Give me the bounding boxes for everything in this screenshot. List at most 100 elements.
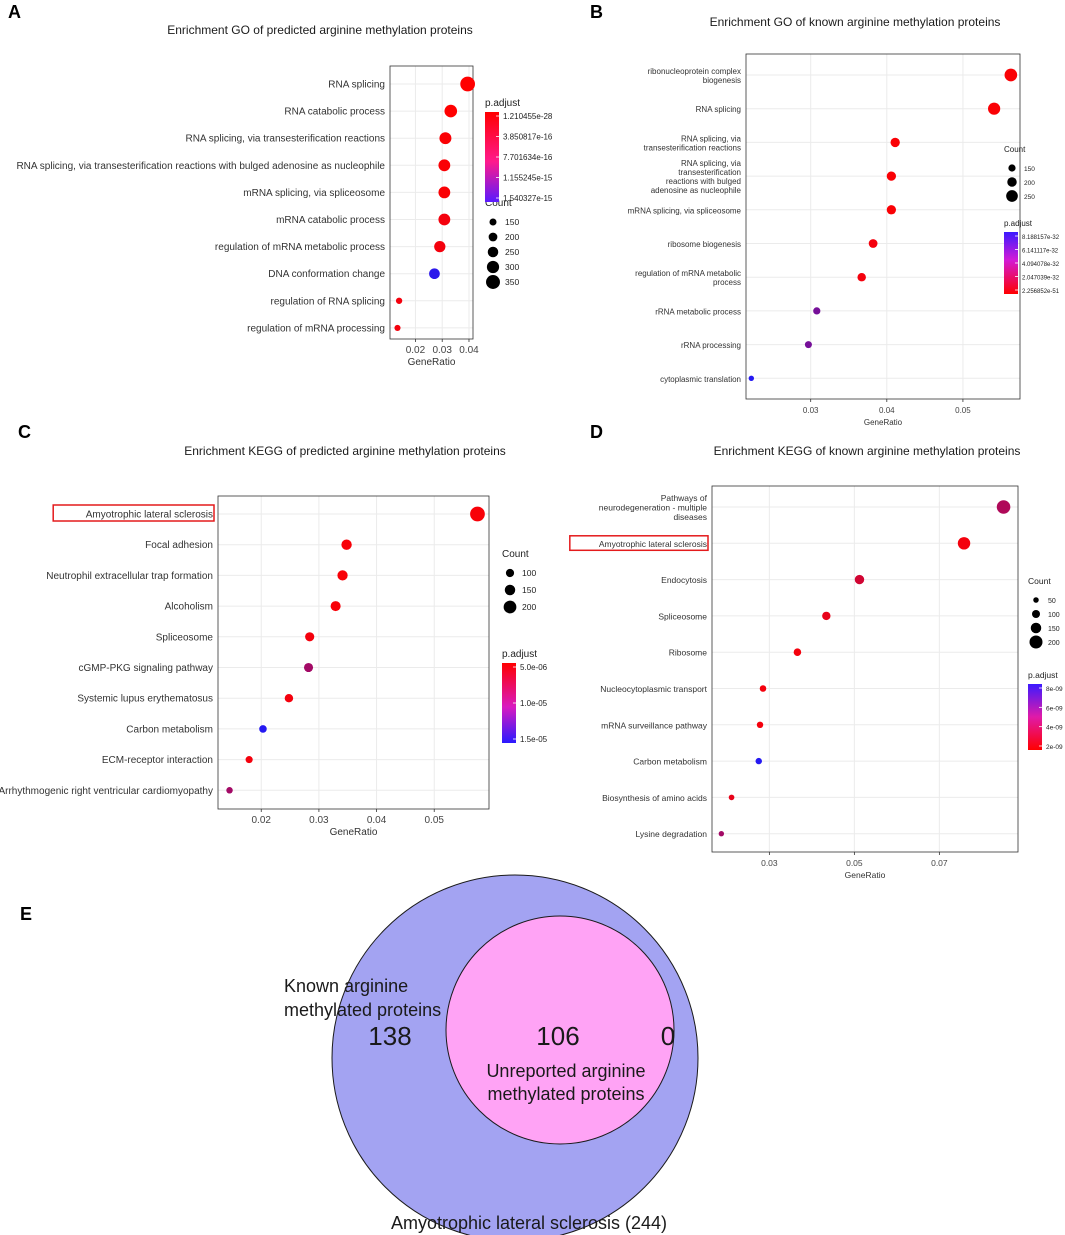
chart-title: Enrichment GO of known arginine methylat…	[710, 15, 1001, 29]
x-tick-label: 0.04	[459, 345, 479, 356]
size-legend-title: Count	[502, 549, 529, 560]
category-label: RNA splicing, via transesterification re…	[185, 134, 385, 145]
size-legend-label: 200	[1024, 180, 1035, 187]
color-legend-label: 7.701634e-16	[503, 153, 553, 162]
data-point	[857, 272, 866, 282]
venn-inner-label-line-2: methylated proteins	[487, 1084, 644, 1104]
data-point	[756, 721, 764, 729]
plot-frame	[389, 65, 474, 340]
x-axis-label: GeneRatio	[330, 827, 378, 838]
data-point	[886, 171, 897, 181]
data-point	[813, 307, 821, 315]
size-legend-label: 100	[1048, 612, 1060, 619]
color-legend-label: 1.540327e-15	[503, 194, 553, 203]
color-legend-label: 6.141117e-32	[1022, 249, 1059, 255]
category-label: reactions with bulged	[666, 177, 741, 186]
data-point	[438, 186, 451, 199]
category-label: Systemic lupus erythematosus	[77, 694, 213, 705]
data-point	[868, 239, 878, 248]
x-tick-label: 0.03	[803, 406, 819, 415]
size-legend-dot	[487, 246, 499, 258]
category-label: ribonucleoprotein complex	[648, 67, 741, 76]
data-point	[460, 76, 476, 92]
color-legend-bar	[485, 112, 499, 202]
category-label: biogenesis	[703, 76, 741, 85]
color-legend-label: 1.210455e-28	[503, 112, 553, 121]
category-label: Ribosome	[669, 648, 708, 658]
category-label: Pathways of	[661, 493, 708, 503]
category-label: diseases	[673, 512, 707, 522]
size-legend-dot	[1032, 610, 1040, 618]
category-label: mRNA splicing, via spliceosome	[243, 188, 385, 199]
panel-letter: E	[20, 904, 32, 924]
size-legend-label: 50	[1048, 598, 1056, 605]
x-tick-label: 0.02	[252, 815, 272, 826]
size-legend-label: 150	[522, 585, 536, 595]
highlight-box	[52, 504, 215, 522]
plot-frame	[745, 53, 1021, 400]
size-legend-label: 300	[505, 262, 519, 272]
data-point	[434, 240, 446, 253]
x-tick-label: 0.03	[761, 858, 778, 868]
size-legend-dot	[1033, 597, 1039, 603]
color-legend-title: p.adjust	[1004, 219, 1033, 228]
color-legend-label: 1.0e-05	[520, 699, 548, 708]
venn-inner-count: 106	[536, 1021, 579, 1051]
venn-inner-circle	[445, 915, 675, 1145]
venn-outer-label-line-2: methylated proteins	[284, 1000, 441, 1020]
size-legend-label: 200	[522, 602, 536, 612]
size-legend-dot	[505, 568, 515, 578]
size-legend-label: 350	[505, 277, 519, 287]
category-label: regulation of RNA splicing	[270, 296, 385, 307]
x-axis-label: GeneRatio	[864, 418, 903, 427]
chart-title: Enrichment KEGG of known arginine methyl…	[714, 444, 1021, 458]
category-label: cGMP-PKG signaling pathway	[78, 663, 213, 674]
color-legend-label: 4.094078e-32	[1022, 262, 1060, 268]
plot-background	[746, 54, 1020, 399]
category-label: transesterification reactions	[644, 143, 741, 152]
data-point	[759, 685, 767, 692]
panel-e-venn: E Known arginine methylated proteins 138…	[20, 874, 699, 1235]
color-legend-title: p.adjust	[502, 649, 537, 660]
color-legend-title: p.adjust	[1028, 670, 1058, 680]
plot-frame	[711, 485, 1019, 853]
data-point	[988, 102, 1001, 115]
x-tick-label: 0.07	[931, 858, 948, 868]
data-point	[429, 268, 440, 280]
size-legend-label: 150	[1024, 166, 1035, 173]
category-label: process	[713, 278, 741, 287]
category-label: Amyotrophic lateral sclerosis	[86, 510, 213, 521]
size-legend-dot	[486, 260, 500, 274]
chart-title: Enrichment GO of predicted arginine meth…	[167, 23, 473, 37]
data-point	[284, 693, 294, 703]
panel-b-go-known: B Enrichment GO of known arginine methyla…	[590, 2, 1060, 427]
data-point	[438, 213, 451, 226]
color-legend-label: 2.256852e-51	[1022, 289, 1060, 295]
venn-right-count: 0	[661, 1021, 675, 1051]
data-point	[886, 205, 897, 215]
color-legend-label: 8.188157e-32	[1022, 235, 1060, 241]
x-tick-label: 0.05	[955, 406, 971, 415]
data-point	[245, 756, 253, 764]
size-legend-label: 250	[505, 247, 519, 257]
category-label: Focal adhesion	[145, 540, 213, 551]
panel-c-kegg-predicted: C Enrichment KEGG of predicted arginine m…	[0, 422, 548, 838]
size-legend-label: 150	[505, 217, 519, 227]
data-point	[854, 574, 865, 585]
category-label: rRNA processing	[681, 341, 741, 350]
size-legend-dot	[486, 275, 500, 289]
category-label: transesterification	[678, 168, 741, 177]
size-legend-dot	[488, 232, 498, 242]
color-legend-label: 2.047039e-32	[1022, 276, 1060, 282]
data-point	[395, 297, 403, 304]
color-legend-bar	[1028, 684, 1042, 750]
category-label: Neutrophil extracellular trap formation	[46, 571, 213, 582]
plot-background	[390, 66, 473, 339]
x-tick-label: 0.03	[432, 345, 452, 356]
category-label: RNA splicing	[328, 80, 385, 91]
size-legend-dot	[1006, 190, 1018, 202]
category-label: Lysine degradation	[635, 829, 707, 839]
panel-a-go-predicted: A Enrichment GO of predicted arginine met…	[8, 2, 553, 368]
category-label: cytoplasmic translation	[660, 375, 741, 384]
x-tick-label: 0.02	[406, 345, 426, 356]
